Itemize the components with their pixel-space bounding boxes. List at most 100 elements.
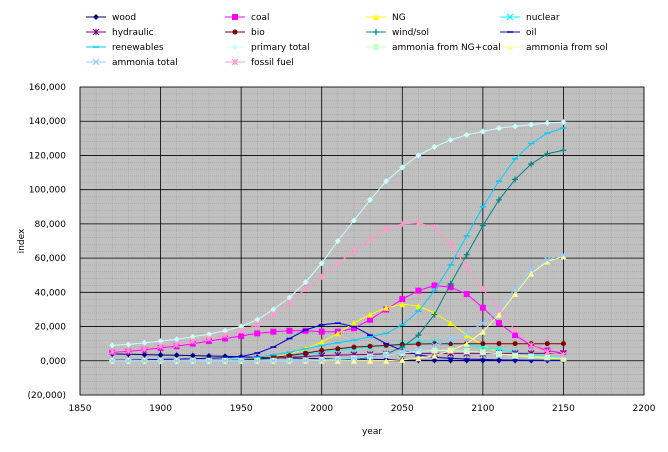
data-point: [254, 352, 261, 354]
legend-item-fossil-fuel: fossil fuel: [225, 58, 294, 68]
data-point: [383, 178, 390, 185]
data-point: [527, 266, 535, 274]
legend-marker: [373, 29, 379, 35]
data-point: [367, 196, 374, 203]
x-tick-label: 1900: [149, 404, 172, 414]
data-point: [560, 341, 566, 347]
legend-marker: [232, 14, 238, 20]
data-point: [237, 327, 245, 335]
legend-label: renewables: [112, 43, 164, 53]
data-point: [205, 335, 213, 342]
data-point: [447, 280, 454, 287]
data-point: [222, 356, 229, 359]
y-tick-label: (20,000): [27, 391, 66, 401]
data-point: [512, 176, 519, 183]
data-point: [495, 320, 502, 327]
data-point: [463, 251, 470, 258]
data-point: [415, 353, 422, 356]
y-tick-label: 60,000: [35, 254, 67, 264]
data-point: [238, 332, 245, 339]
data-point: [318, 344, 325, 347]
x-axis-label: year: [362, 427, 382, 437]
data-point: [463, 329, 471, 337]
x-tick-label: 1850: [69, 404, 92, 414]
data-point: [399, 324, 406, 326]
legend-label: fossil fuel: [251, 58, 294, 68]
data-point: [512, 123, 519, 130]
legend-item-ng: NG: [366, 13, 406, 23]
data-point: [189, 352, 196, 359]
data-point: [544, 354, 551, 361]
data-point: [479, 319, 487, 327]
data-point: [544, 132, 551, 134]
data-point: [366, 235, 374, 243]
data-point: [447, 264, 454, 266]
data-point: [189, 337, 197, 345]
data-point: [269, 311, 277, 319]
data-point: [528, 161, 535, 167]
y-tick-label: 100,000: [29, 186, 66, 196]
data-point: [431, 289, 438, 292]
data-point: [511, 326, 519, 334]
data-point: [479, 128, 486, 135]
data-point: [318, 356, 326, 364]
data-point: [108, 347, 116, 355]
data-point: [350, 320, 357, 327]
data-point: [399, 164, 406, 171]
data-point: [447, 137, 454, 144]
data-point: [447, 347, 454, 354]
data-point: [221, 357, 229, 365]
data-point: [448, 341, 454, 347]
data-point: [479, 222, 486, 229]
data-point: [398, 220, 406, 228]
data-point: [463, 263, 471, 271]
data-point: [319, 348, 325, 354]
y-tick-label: 140,000: [29, 117, 66, 127]
data-point: [560, 119, 567, 126]
data-point: [415, 348, 422, 355]
legend-item-coal: coal: [225, 13, 269, 23]
legend-label: ammonia total: [112, 58, 178, 68]
legend-marker: [92, 58, 100, 66]
data-point: [560, 147, 567, 154]
data-point: [463, 131, 470, 138]
data-point: [560, 251, 567, 259]
data-point: [253, 357, 261, 365]
data-point: [141, 339, 148, 346]
data-point: [495, 125, 502, 132]
data-point: [463, 348, 470, 355]
data-point: [141, 345, 148, 353]
data-point: [431, 341, 438, 349]
data-point: [286, 353, 292, 359]
gridlines: [79, 86, 645, 396]
y-tick-label: 40,000: [35, 288, 67, 298]
data-point: [334, 238, 341, 244]
data-point: [286, 351, 293, 354]
data-point: [318, 260, 325, 267]
data-point: [286, 294, 293, 301]
data-point: [463, 332, 470, 339]
data-point: [141, 351, 148, 358]
data-point: [543, 348, 551, 356]
x-tick-label: 2200: [633, 404, 656, 414]
data-point: [303, 350, 309, 356]
data-point: [495, 180, 502, 182]
data-point: [270, 353, 277, 356]
y-tick-label: 160,000: [29, 83, 66, 93]
data-point: [318, 273, 326, 281]
legend-label: wind/sol: [392, 28, 429, 38]
legend-item-ammonia-from-ng-coal: ammonia from NG+coal: [366, 43, 501, 53]
data-point: [270, 346, 277, 348]
data-point: [431, 223, 438, 231]
data-point: [366, 353, 374, 360]
data-point: [383, 357, 390, 364]
series-primary-total: [109, 119, 567, 349]
data-point: [221, 331, 229, 339]
data-point: [496, 341, 502, 347]
data-point: [528, 270, 535, 277]
data-point: [414, 219, 422, 227]
legend-label: NG: [392, 13, 406, 23]
data-point: [463, 291, 470, 298]
data-point: [512, 359, 519, 361]
data-point: [350, 357, 357, 364]
